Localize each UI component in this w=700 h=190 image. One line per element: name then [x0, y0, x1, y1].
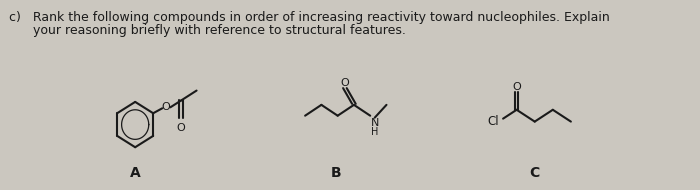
Text: A: A: [130, 166, 141, 180]
Text: N: N: [371, 118, 379, 128]
Text: O: O: [512, 82, 521, 92]
Text: c)   Rank the following compounds in order of increasing reactivity toward nucle: c) Rank the following compounds in order…: [8, 11, 610, 24]
Text: C: C: [530, 166, 540, 180]
Text: B: B: [330, 166, 341, 180]
Text: O: O: [162, 102, 170, 112]
Text: Cl: Cl: [487, 115, 498, 128]
Text: H: H: [371, 127, 379, 137]
Text: O: O: [177, 123, 186, 133]
Text: O: O: [340, 78, 349, 88]
Text: your reasoning briefly with reference to structural features.: your reasoning briefly with reference to…: [8, 24, 405, 37]
